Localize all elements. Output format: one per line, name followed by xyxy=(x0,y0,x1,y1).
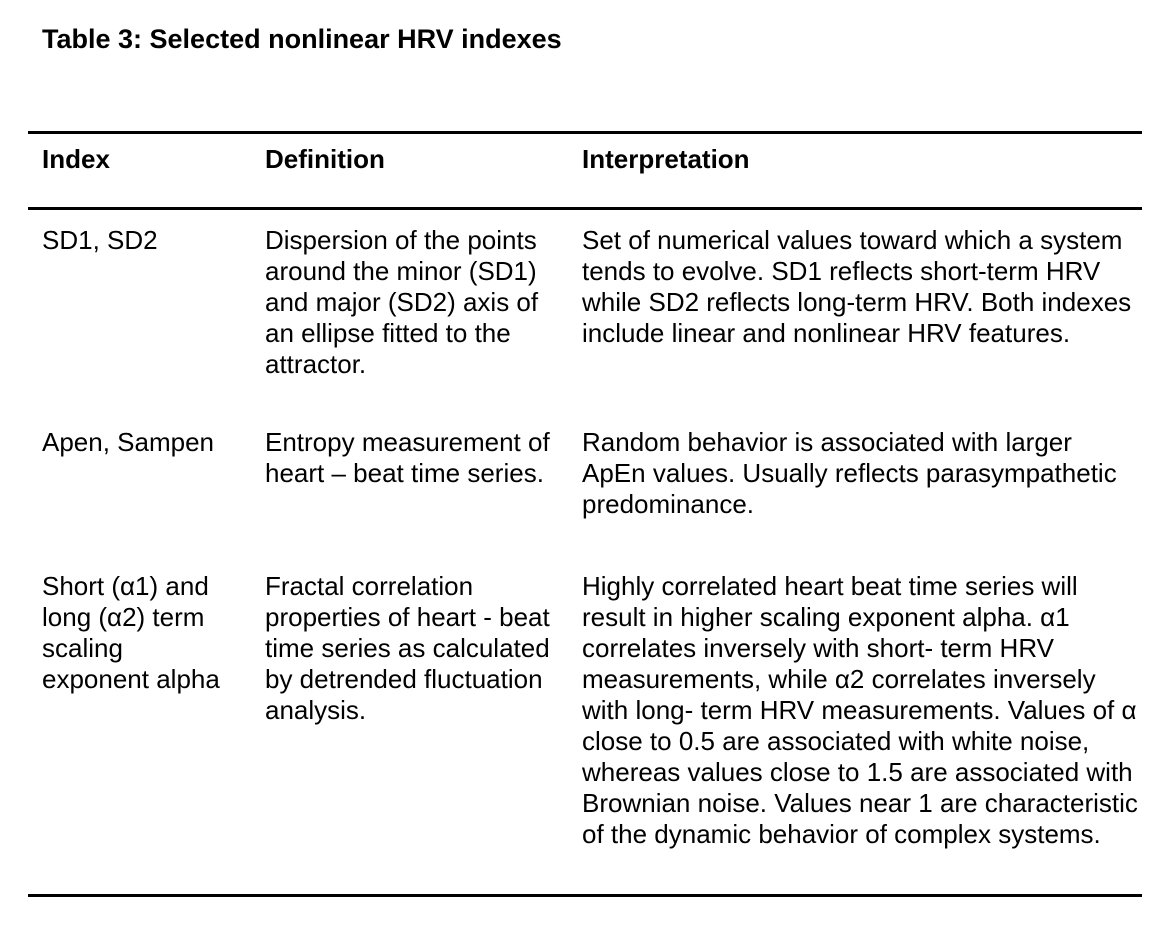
cell-definition: Dispersion of the points around the mino… xyxy=(265,225,539,379)
table-caption: Table 3: Selected nonlinear HRV indexes xyxy=(42,24,562,54)
cell-index: Short (α1) and long (α2) term scaling ex… xyxy=(42,571,220,694)
table-row: Apen, Sampen Entropy measurement of hear… xyxy=(28,412,1142,556)
column-header-index: Index xyxy=(42,144,110,174)
column-header-definition: Definition xyxy=(265,144,385,174)
table-header-row: Index Definition Interpretation xyxy=(28,134,1142,210)
cell-interpretation: Highly correlated heart beat time series… xyxy=(582,571,1138,849)
table-row: SD1, SD2 Dispersion of the points around… xyxy=(28,210,1142,412)
cell-index: Apen, Sampen xyxy=(42,427,215,457)
paper-page: Table 3: Selected nonlinear HRV indexes … xyxy=(0,24,1172,952)
cell-definition: Fractal correlation properties of heart … xyxy=(265,571,550,725)
column-header-interpretation: Interpretation xyxy=(582,144,750,174)
cell-interpretation: Random behavior is associated with large… xyxy=(582,427,1117,519)
cell-interpretation: Set of numerical values toward which a s… xyxy=(582,225,1132,348)
hrv-indexes-table: Index Definition Interpretation SD1, SD2… xyxy=(28,131,1142,897)
cell-index: SD1, SD2 xyxy=(42,225,158,255)
table-row: Short (α1) and long (α2) term scaling ex… xyxy=(28,556,1142,894)
cell-definition: Entropy measurement of heart – beat time… xyxy=(265,427,550,488)
